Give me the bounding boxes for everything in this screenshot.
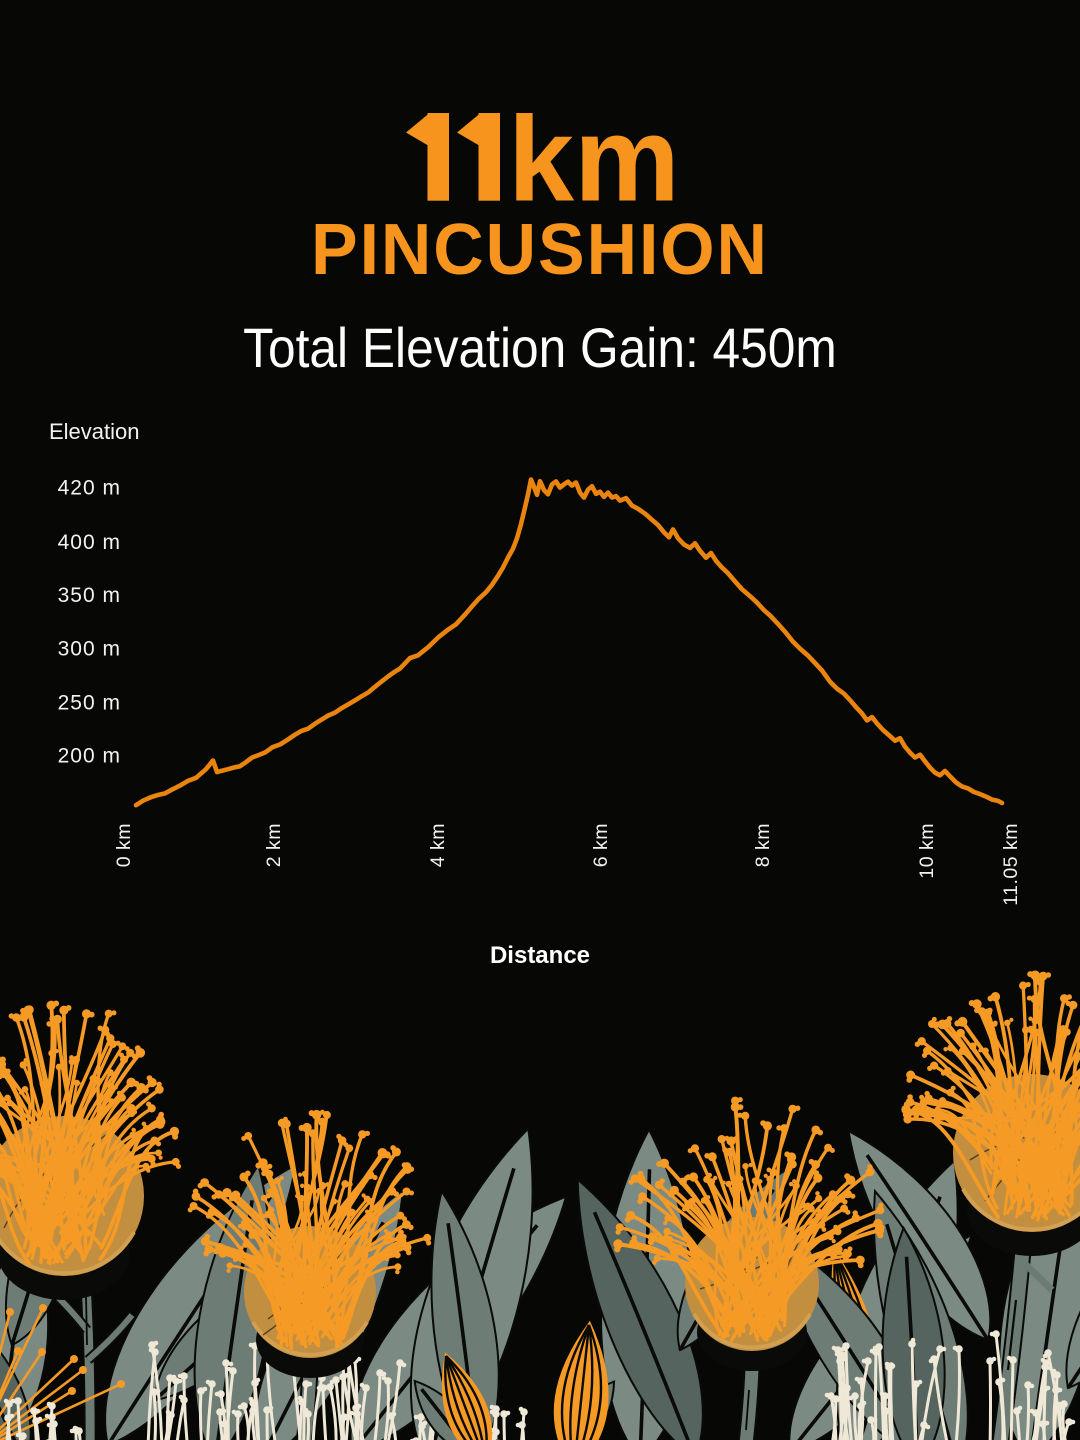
svg-text:6 km: 6 km bbox=[590, 823, 612, 867]
svg-text:300 m: 300 m bbox=[58, 638, 121, 661]
svg-text:8 km: 8 km bbox=[752, 823, 774, 867]
svg-text:4 km: 4 km bbox=[427, 823, 449, 867]
svg-text:350 m: 350 m bbox=[58, 584, 121, 607]
svg-text:10 km: 10 km bbox=[916, 823, 938, 879]
svg-text:0 km: 0 km bbox=[113, 823, 135, 867]
svg-text:420 m: 420 m bbox=[58, 477, 121, 500]
svg-text:km: km bbox=[508, 92, 680, 227]
svg-text:2 km: 2 km bbox=[263, 823, 285, 867]
svg-text:250 m: 250 m bbox=[58, 692, 121, 715]
svg-text:11.05 km: 11.05 km bbox=[1000, 823, 1022, 906]
svg-text:200 m: 200 m bbox=[58, 745, 121, 768]
svg-text:400 m: 400 m bbox=[58, 531, 121, 554]
